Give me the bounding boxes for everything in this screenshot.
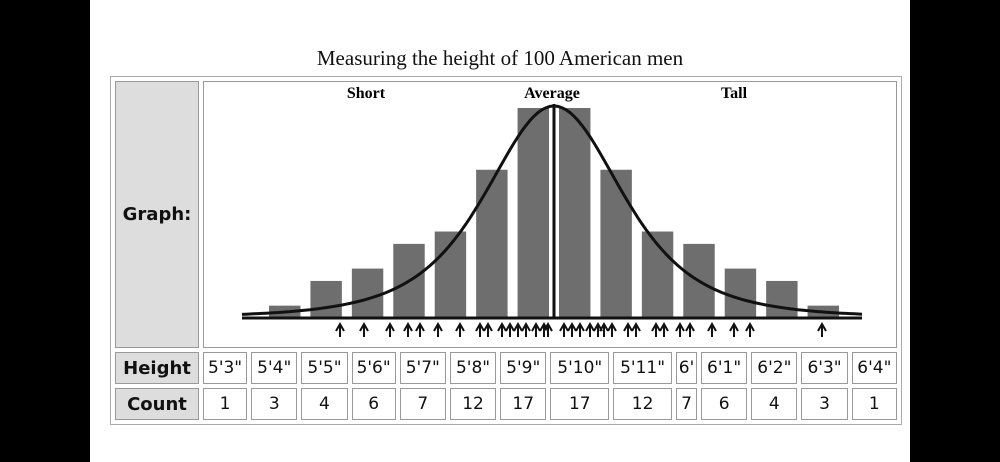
- data-table: Graph: Short Average Tall Height 5'3" 5'4…: [110, 76, 902, 425]
- bar: [766, 280, 798, 318]
- arrow: [659, 321, 669, 337]
- height-cell: 6'4": [851, 352, 897, 384]
- arrow: [531, 321, 541, 337]
- arrow: [539, 321, 549, 337]
- count-cell: 7: [399, 388, 446, 420]
- height-cell: 6'2": [751, 352, 798, 384]
- height-row: Height 5'3" 5'4" 5'5" 5'6" 5'7" 5'8" 5'9" 5'10"…: [115, 352, 897, 384]
- height-cell: 5'11": [613, 352, 672, 384]
- height-cell: 5'6": [351, 352, 396, 384]
- count-cell: 1: [203, 388, 248, 420]
- count-label: Count: [115, 388, 199, 420]
- bar: [310, 280, 342, 318]
- count-cell: 1: [851, 388, 897, 420]
- count-cell: 6: [701, 388, 748, 420]
- height-cell: 5'8": [449, 352, 497, 384]
- count-row: Count 1 3 4 6 7 12 17 17 12 7 6 4 3 1: [115, 388, 897, 420]
- arrow: [707, 321, 717, 337]
- height-label: Height: [115, 352, 199, 384]
- count-cell: 7: [676, 388, 697, 420]
- bar: [559, 108, 591, 318]
- arrow: [651, 321, 661, 337]
- arrow: [521, 321, 531, 337]
- graph-row: Graph: Short Average Tall: [115, 81, 897, 348]
- bell-curve: [241, 104, 863, 316]
- arrow: [513, 321, 523, 337]
- short-label: Short: [347, 85, 386, 102]
- title: Measuring the height of 100 American men: [316, 46, 684, 70]
- height-cell: 6'3": [801, 352, 848, 384]
- height-cell: 5'7": [399, 352, 446, 384]
- bar: [476, 169, 508, 318]
- histogram: Short Average Tall: [241, 85, 863, 337]
- height-cell: 5'5": [301, 352, 348, 384]
- bar: [517, 108, 549, 318]
- arrow: [559, 321, 569, 337]
- arrow: [433, 321, 443, 337]
- height-cell: 6'1": [701, 352, 748, 384]
- count-cell: 3: [251, 388, 298, 420]
- arrow: [607, 321, 617, 337]
- arrow: [585, 321, 595, 337]
- bar: [351, 268, 384, 318]
- arrow: [567, 321, 577, 337]
- arrow: [385, 321, 395, 337]
- arrow: [599, 321, 609, 337]
- arrow: [817, 321, 827, 337]
- arrow: [675, 321, 685, 337]
- arrow: [403, 321, 413, 337]
- arrow: [359, 321, 369, 337]
- height-cell: 5'10": [550, 352, 610, 384]
- tall-label: Tall: [721, 85, 748, 102]
- height-cell: 5'3": [203, 352, 248, 384]
- height-cell: 5'4": [251, 352, 298, 384]
- arrow: [685, 321, 695, 337]
- count-cell: 17: [550, 388, 610, 420]
- graph-label: Graph:: [115, 81, 199, 348]
- average-label: Average: [524, 85, 580, 102]
- bar: [724, 268, 757, 318]
- count-cell: 17: [500, 388, 547, 420]
- arrow: [729, 321, 739, 337]
- arrow: [455, 321, 465, 337]
- arrow: [415, 321, 425, 337]
- arrow: [631, 321, 641, 337]
- count-cell: 12: [613, 388, 672, 420]
- count-cell: 12: [449, 388, 497, 420]
- height-cell: 5'9": [500, 352, 547, 384]
- arrow: [483, 321, 493, 337]
- panel: Measuring the height of 100 American men…: [90, 0, 910, 462]
- arrow: [497, 321, 507, 337]
- bar: [600, 169, 632, 318]
- arrow: [505, 321, 515, 337]
- arrow: [575, 321, 585, 337]
- count-cell: 4: [751, 388, 798, 420]
- arrow: [475, 321, 485, 337]
- arrow: [745, 321, 755, 337]
- count-cell: 6: [351, 388, 396, 420]
- graph-cell: Short Average Tall: [203, 81, 897, 348]
- height-cell: 6': [676, 352, 697, 384]
- count-cell: 3: [801, 388, 848, 420]
- arrow: [623, 321, 633, 337]
- arrow: [543, 321, 553, 337]
- count-cell: 4: [301, 388, 348, 420]
- arrow: [335, 321, 345, 337]
